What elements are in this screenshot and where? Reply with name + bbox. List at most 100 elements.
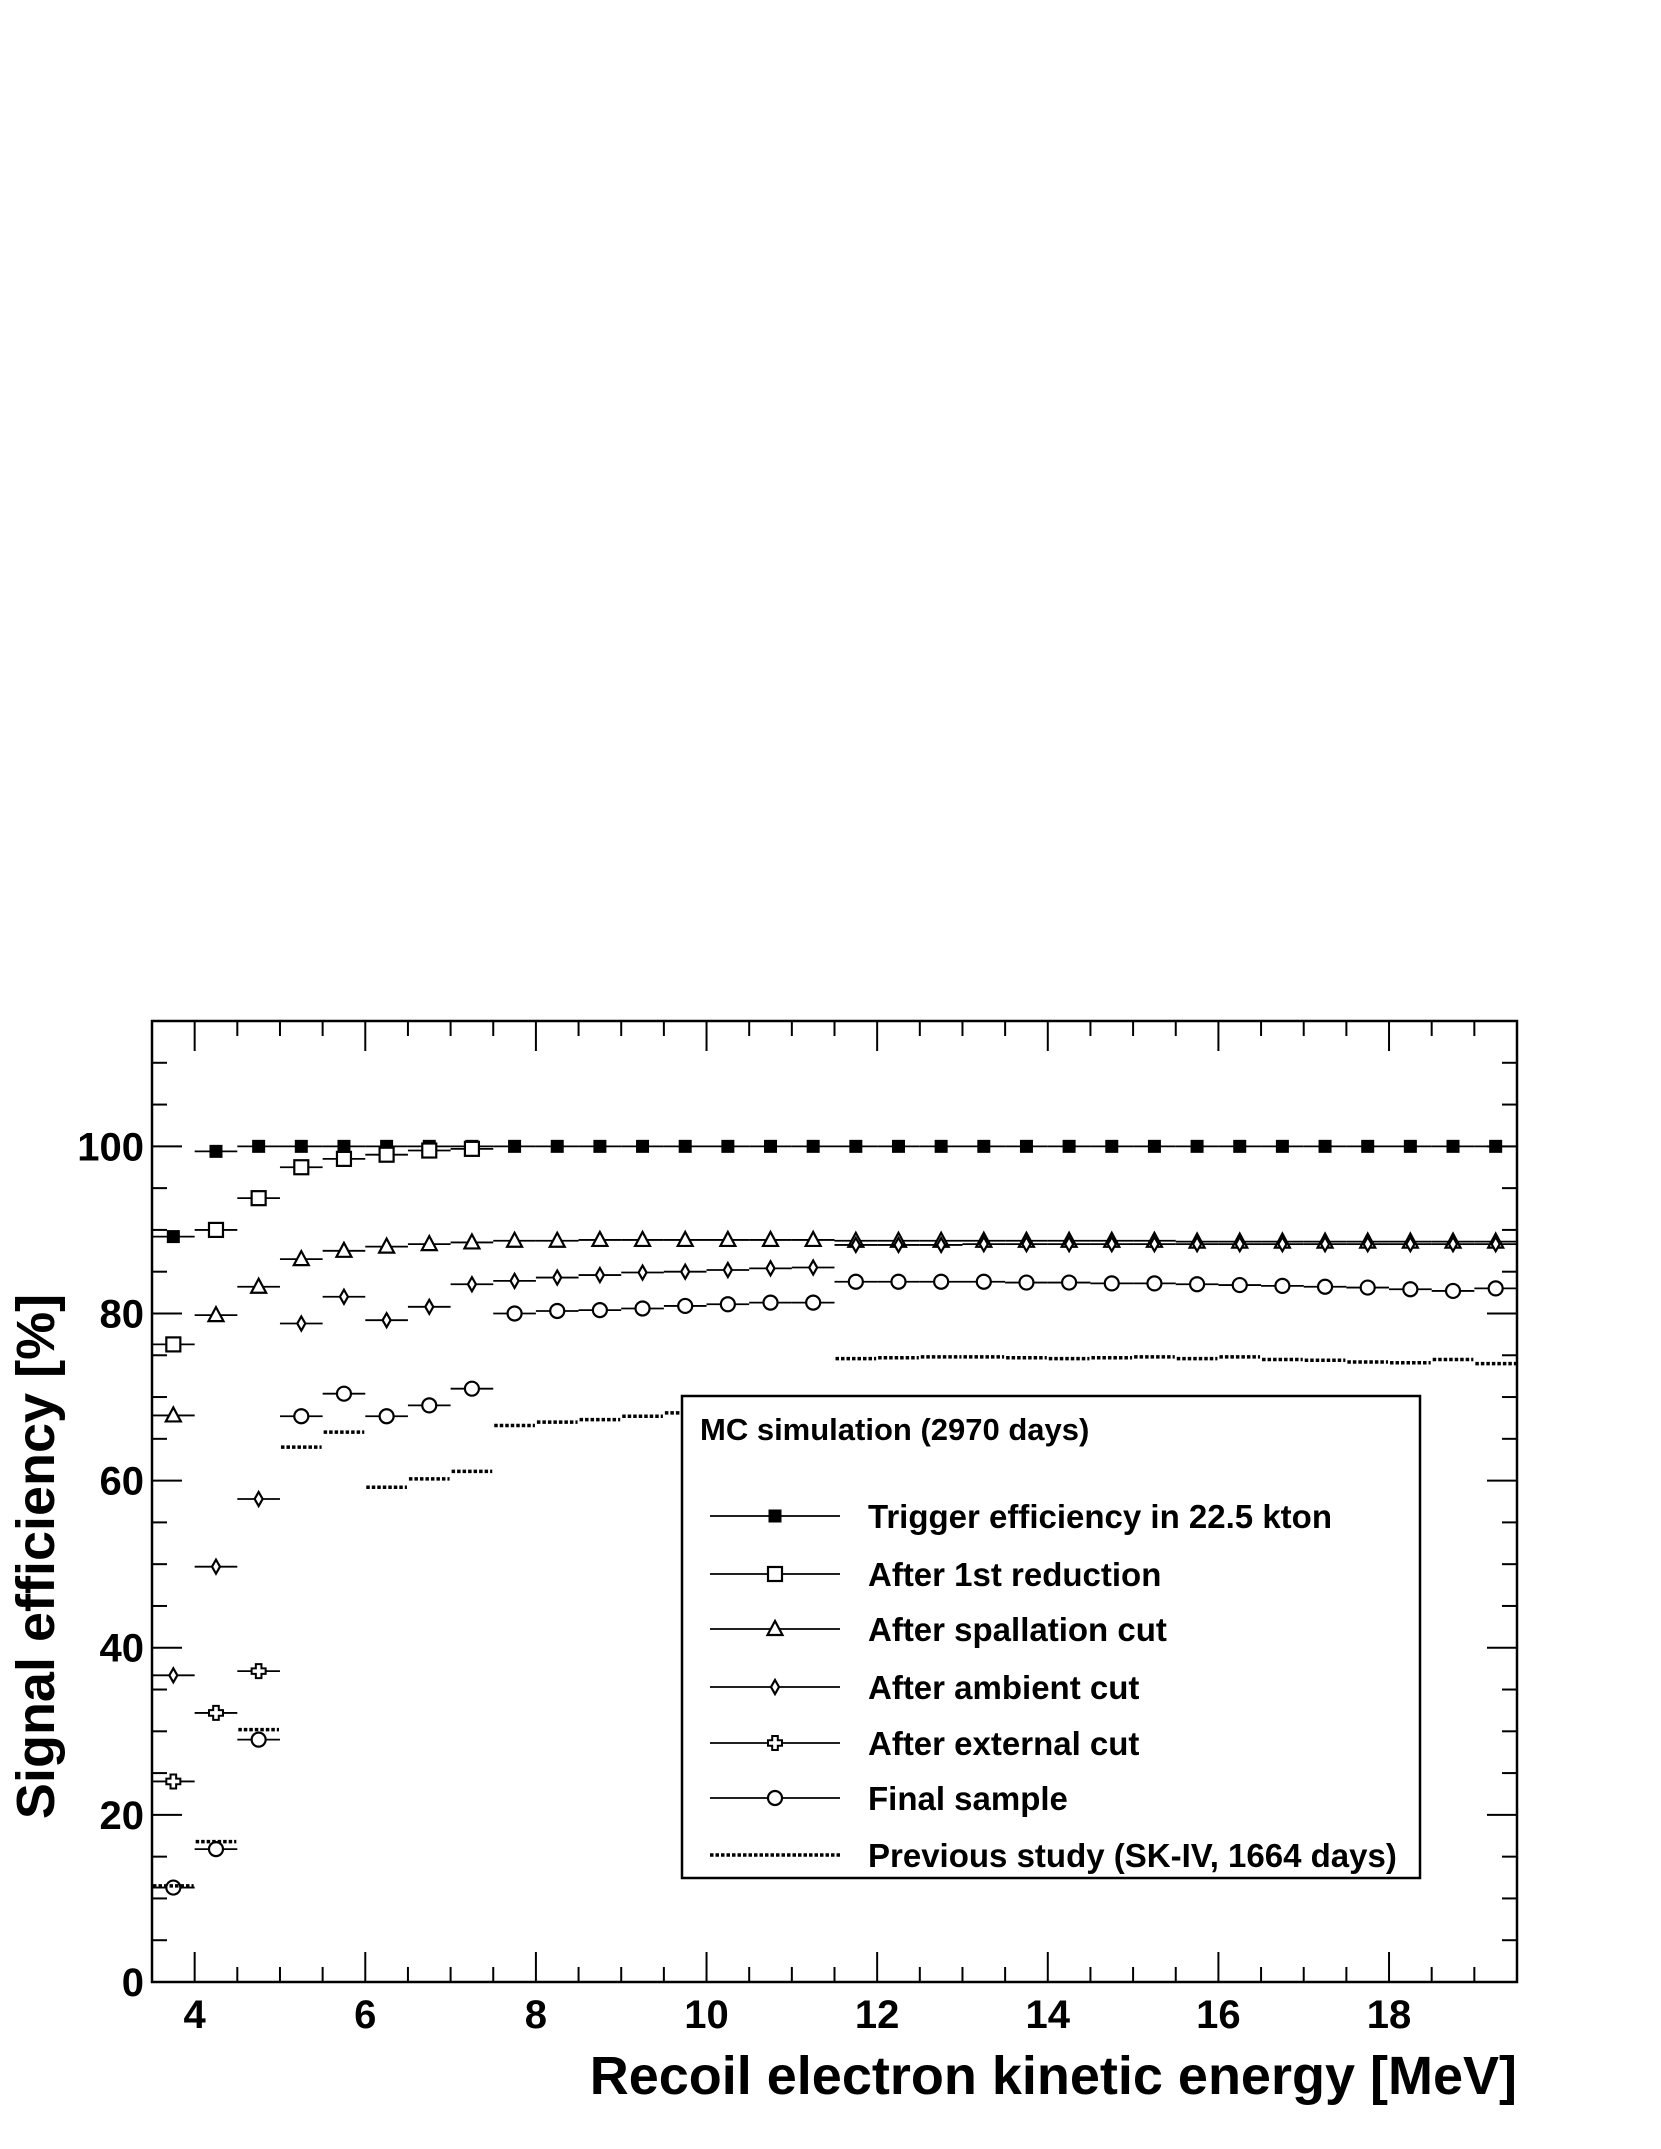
legend-marker xyxy=(766,1565,784,1583)
data-point xyxy=(294,1139,308,1153)
data-point xyxy=(761,1229,780,1248)
data-point xyxy=(591,1302,608,1319)
data-point xyxy=(722,1260,734,1280)
y-tick-label: 80 xyxy=(100,1292,145,1336)
plot-frame xyxy=(150,1019,1519,1984)
data-point xyxy=(850,1235,862,1255)
data-point xyxy=(1487,1280,1504,1297)
data-point xyxy=(250,1731,267,1748)
data-point xyxy=(463,1140,481,1157)
x-tick-label: 16 xyxy=(1196,1993,1241,2037)
data-point xyxy=(975,1273,992,1290)
y-tick-label: 40 xyxy=(100,1627,145,1671)
data-point xyxy=(462,1232,482,1250)
data-point xyxy=(335,1150,353,1167)
legend-entry: After external cut xyxy=(710,1725,1139,1762)
data-point xyxy=(679,1262,691,1281)
data-point xyxy=(1147,1139,1161,1153)
x-tick-label: 6 xyxy=(354,1993,376,2037)
series-6 xyxy=(153,1355,1516,1888)
data-point xyxy=(633,1229,652,1248)
data-point xyxy=(849,1139,863,1153)
data-point xyxy=(1489,1139,1503,1153)
data-point xyxy=(1061,1274,1078,1291)
legend-title: MC simulation (2970 days) xyxy=(700,1412,1089,1447)
data-point xyxy=(1275,1139,1289,1153)
data-point xyxy=(207,1841,225,1858)
data-point xyxy=(933,1273,950,1290)
data-point xyxy=(253,1489,264,1509)
data-series xyxy=(152,1139,1517,1896)
data-point xyxy=(1188,1276,1206,1293)
data-point xyxy=(1316,1278,1334,1295)
data-point xyxy=(421,1142,438,1159)
y-tick-label: 100 xyxy=(77,1125,144,1169)
data-point xyxy=(166,1230,180,1244)
data-point xyxy=(250,1190,267,1207)
series-1 xyxy=(152,1140,494,1353)
x-tick-label: 8 xyxy=(525,1993,547,2037)
data-point xyxy=(1191,1234,1203,1254)
data-point xyxy=(935,1235,947,1255)
data-point xyxy=(678,1139,692,1153)
data-point xyxy=(1403,1139,1417,1153)
data-point xyxy=(249,1276,268,1294)
data-point xyxy=(165,1336,182,1353)
legend-entries: Trigger efficiency in 22.5 kton After 1st… xyxy=(710,1498,1397,1874)
legend-entry: Final sample xyxy=(710,1780,1068,1817)
y-axis-title: Signal efficiency [%] xyxy=(6,1294,66,1819)
data-point xyxy=(550,1139,564,1153)
data-point xyxy=(1146,1275,1163,1292)
legend-entry: Previous study (SK-IV, 1664 days) xyxy=(710,1837,1397,1874)
data-point xyxy=(1190,1139,1204,1153)
data-point xyxy=(1446,1139,1460,1153)
x-tick-label: 10 xyxy=(684,1993,729,2037)
data-point xyxy=(1149,1234,1160,1254)
data-point xyxy=(719,1296,736,1313)
data-point xyxy=(1231,1276,1248,1294)
legend-entry: After 1st reduction xyxy=(710,1556,1161,1593)
data-point xyxy=(463,1380,481,1397)
data-point xyxy=(1063,1234,1075,1254)
series-5 xyxy=(152,1273,1517,1896)
series-4 xyxy=(152,1663,280,1790)
data-point xyxy=(335,1385,353,1402)
data-point xyxy=(1362,1234,1373,1254)
y-tick-label: 60 xyxy=(100,1460,145,1504)
data-point xyxy=(378,1146,395,1163)
data-point xyxy=(1277,1234,1288,1254)
data-point xyxy=(721,1139,735,1153)
data-point xyxy=(293,1159,310,1176)
data-point xyxy=(1402,1281,1419,1298)
x-tick-label: 4 xyxy=(184,1993,207,2037)
data-point xyxy=(765,1259,776,1278)
legend-marker xyxy=(766,1789,784,1807)
data-point xyxy=(466,1275,478,1294)
data-point xyxy=(506,1305,523,1322)
data-point xyxy=(163,1405,183,1423)
data-point xyxy=(1405,1234,1416,1254)
legend-label: After 1st reduction xyxy=(868,1556,1161,1593)
data-point xyxy=(206,1304,226,1323)
data-point xyxy=(806,1139,820,1153)
data-point xyxy=(334,1240,354,1258)
legend-label: Trigger efficiency in 22.5 kton xyxy=(868,1498,1332,1535)
x-tick-label: 18 xyxy=(1367,1993,1412,2037)
data-point xyxy=(637,1263,648,1282)
data-point xyxy=(419,1233,439,1252)
data-point xyxy=(509,1271,520,1291)
data-point xyxy=(549,1302,566,1320)
tick-labels: 4 6 8 10 12 14 16 18 0 20 40 60 80 100 xyxy=(77,1125,1411,2037)
legend-marker xyxy=(765,1618,785,1637)
data-point xyxy=(634,1300,651,1317)
x-axis-title: Recoil electron kinetic energy [MeV] xyxy=(590,2046,1517,2106)
data-point xyxy=(1447,1234,1459,1254)
data-point xyxy=(891,1139,905,1153)
data-point xyxy=(805,1294,822,1311)
data-point xyxy=(677,1297,694,1315)
legend-entry: After ambient cut xyxy=(710,1669,1139,1706)
legend-label: Previous study (SK-IV, 1664 days) xyxy=(868,1837,1397,1874)
data-point xyxy=(168,1666,179,1685)
data-point xyxy=(1233,1139,1247,1153)
